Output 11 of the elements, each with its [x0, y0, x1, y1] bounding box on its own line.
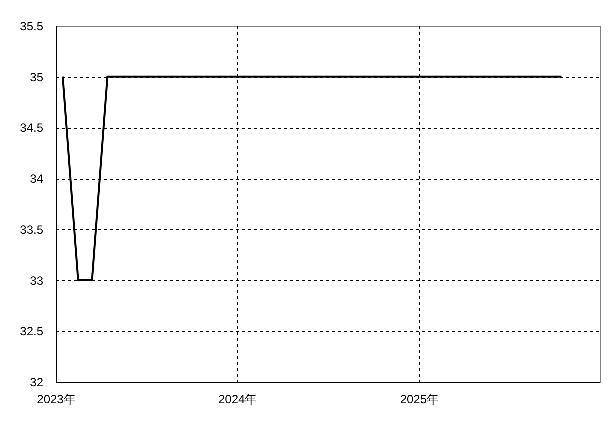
x-tick-label: 2023年 — [37, 392, 76, 406]
x-tick-label: 2025年 — [400, 392, 440, 406]
y-tick-label: 33.5 — [20, 222, 44, 237]
x-tick-label: 2024年 — [218, 392, 258, 406]
y-tick-label: 32 — [30, 376, 44, 390]
y-tick-label: 33 — [30, 274, 44, 288]
y-tick-label: 34 — [30, 172, 44, 186]
y-tick-label: 32.5 — [20, 324, 44, 339]
y-tick-label: 35.5 — [20, 20, 44, 34]
y-tick-label: 35 — [30, 70, 44, 84]
y-tick-label: 34.5 — [20, 121, 44, 136]
